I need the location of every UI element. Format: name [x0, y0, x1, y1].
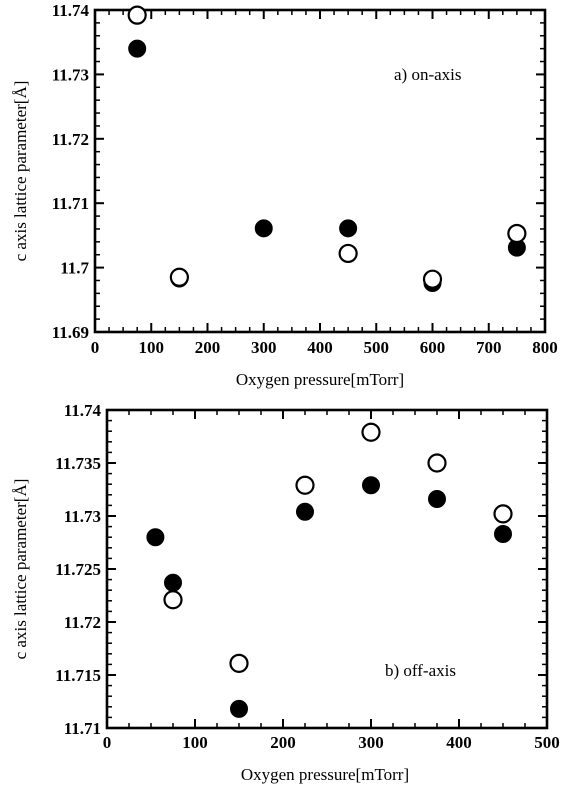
- x-tick-label: 400: [307, 338, 333, 357]
- filled-data-point: [296, 502, 314, 521]
- x-tick-label: 100: [182, 733, 208, 752]
- y-tick-label: 11.74: [52, 1, 90, 20]
- y-tick-label: 11.725: [55, 560, 101, 579]
- filled-data-point: [362, 476, 380, 495]
- filled-data-point: [146, 528, 165, 547]
- x-tick-label: 200: [195, 338, 221, 357]
- y-tick-label: 11.735: [55, 454, 101, 473]
- x-tick-label: 600: [420, 338, 446, 357]
- x-tick-label: 100: [139, 338, 165, 357]
- open-data-point: [493, 504, 513, 524]
- open-data-point: [422, 269, 443, 289]
- chart-on-axis: 0 100 200 300 400 500 600 700 800 11.69 11.7 11.71…: [11, 1, 558, 389]
- y-tick-label: 11.72: [64, 613, 101, 632]
- y-tick-label: 11.715: [55, 666, 101, 685]
- y-tick-label: 11.7: [60, 259, 89, 278]
- open-data-point: [127, 5, 147, 25]
- filled-data-point: [494, 525, 512, 544]
- filled-data-point: [164, 573, 182, 592]
- y-axis-title: c axis lattice parameter[Å]: [11, 81, 30, 262]
- x-tick-label: 0: [91, 338, 100, 357]
- y-axis-title: c axis lattice parameter[Å]: [11, 479, 30, 660]
- x-tick-label: 400: [446, 733, 472, 752]
- filled-data-point: [339, 219, 358, 238]
- y-tick-label: 11.71: [52, 194, 89, 213]
- open-data-point: [229, 653, 249, 673]
- open-data-point: [169, 267, 189, 287]
- filled-data-point: [428, 490, 446, 509]
- panel-annotation: a) on-axis: [394, 65, 462, 84]
- filled-data-point: [230, 699, 248, 718]
- x-axis-title: Oxygen pressure[mTorr]: [241, 765, 409, 784]
- y-tick-label: 11.72: [52, 130, 89, 149]
- y-tick-label: 11.73: [52, 65, 89, 84]
- open-data-point: [163, 590, 183, 610]
- y-tick-labels: 11.71 11.715 11.72 11.725 11.73 11.735 11.74: [55, 401, 101, 738]
- y-tick-labels: 11.69 11.7 11.71 11.72 11.73 11.74: [52, 1, 90, 342]
- axis-ticks: [106, 409, 548, 729]
- x-tick-label: 500: [364, 338, 390, 357]
- open-data-point: [295, 475, 315, 495]
- y-tick-label: 11.74: [64, 401, 102, 420]
- panel-annotation: b) off-axis: [385, 661, 456, 680]
- x-tick-label: 300: [358, 733, 384, 752]
- x-tick-labels: 0 100 200 300 400 500: [103, 733, 560, 752]
- x-tick-label: 300: [251, 338, 277, 357]
- filled-data-point: [128, 39, 147, 58]
- data-points: [146, 422, 513, 718]
- x-tick-label: 0: [103, 733, 112, 752]
- open-data-point: [427, 453, 447, 473]
- open-data-point: [338, 243, 358, 264]
- y-tick-label: 11.73: [64, 507, 101, 526]
- axis-ticks: [94, 9, 546, 333]
- x-axis-title: Oxygen pressure[mTorr]: [236, 370, 404, 389]
- x-tick-label: 500: [534, 733, 560, 752]
- x-tick-label: 800: [532, 338, 558, 357]
- filled-data-point: [254, 219, 273, 238]
- y-tick-label: 11.71: [64, 719, 101, 738]
- x-tick-label: 700: [476, 338, 502, 357]
- x-tick-labels: 0 100 200 300 400 500 600 700 800: [91, 338, 558, 357]
- open-data-point: [507, 223, 527, 244]
- open-data-point: [361, 422, 381, 442]
- data-points: [127, 5, 527, 293]
- y-tick-label: 11.69: [52, 323, 89, 342]
- x-tick-label: 200: [270, 733, 296, 752]
- chart-off-axis: 0 100 200 300 400 500 11.7111.71511.7211.7251…: [11, 401, 560, 784]
